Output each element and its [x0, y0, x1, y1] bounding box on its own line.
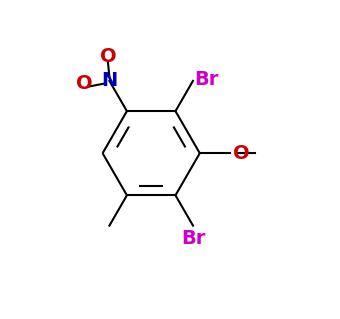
Text: Br: Br [182, 229, 206, 249]
Text: N: N [101, 71, 118, 90]
Text: Br: Br [194, 70, 219, 89]
Text: O: O [76, 75, 92, 93]
Text: O: O [233, 144, 250, 163]
Text: O: O [100, 47, 116, 66]
